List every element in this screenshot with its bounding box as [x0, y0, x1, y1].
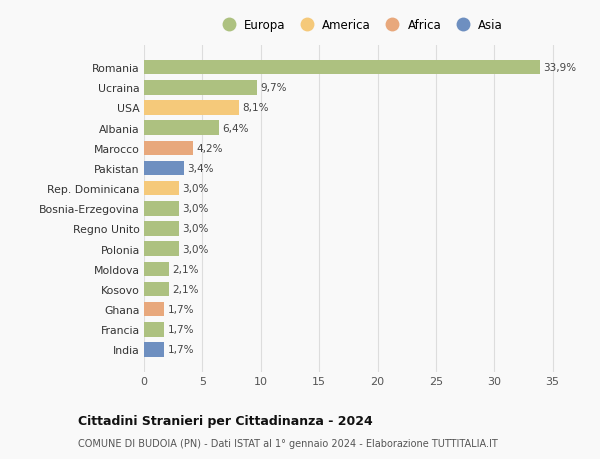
Text: Cittadini Stranieri per Cittadinanza - 2024: Cittadini Stranieri per Cittadinanza - 2…: [78, 414, 373, 428]
Bar: [144, 101, 239, 116]
Text: 3,0%: 3,0%: [182, 244, 209, 254]
Bar: [144, 262, 169, 276]
Text: COMUNE DI BUDOIA (PN) - Dati ISTAT al 1° gennaio 2024 - Elaborazione TUTTITALIA.: COMUNE DI BUDOIA (PN) - Dati ISTAT al 1°…: [78, 438, 498, 448]
Text: 2,1%: 2,1%: [172, 264, 199, 274]
Bar: [144, 61, 540, 75]
Text: 4,2%: 4,2%: [197, 144, 223, 153]
Bar: [144, 242, 179, 256]
Bar: [144, 282, 169, 297]
Text: 1,7%: 1,7%: [167, 325, 194, 335]
Text: 3,4%: 3,4%: [187, 163, 214, 174]
Text: 1,7%: 1,7%: [167, 304, 194, 314]
Bar: [144, 181, 179, 196]
Text: 33,9%: 33,9%: [544, 63, 577, 73]
Text: 3,0%: 3,0%: [182, 184, 209, 194]
Bar: [144, 222, 179, 236]
Text: 9,7%: 9,7%: [261, 83, 287, 93]
Bar: [144, 81, 257, 95]
Legend: Europa, America, Africa, Asia: Europa, America, Africa, Asia: [217, 19, 503, 32]
Text: 3,0%: 3,0%: [182, 204, 209, 214]
Text: 1,7%: 1,7%: [167, 345, 194, 355]
Bar: [144, 121, 219, 135]
Bar: [144, 302, 164, 317]
Text: 2,1%: 2,1%: [172, 285, 199, 294]
Bar: [144, 162, 184, 176]
Bar: [144, 202, 179, 216]
Text: 3,0%: 3,0%: [182, 224, 209, 234]
Bar: [144, 141, 193, 156]
Bar: [144, 322, 164, 337]
Text: 6,4%: 6,4%: [222, 123, 249, 133]
Text: 8,1%: 8,1%: [242, 103, 269, 113]
Bar: [144, 342, 164, 357]
